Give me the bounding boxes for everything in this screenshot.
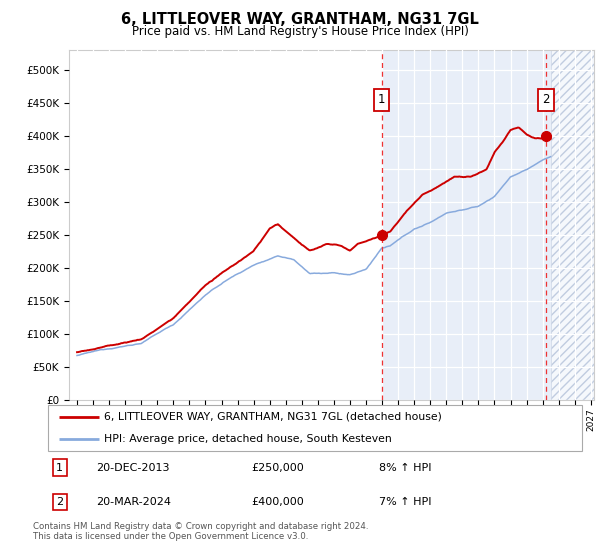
Text: 8% ↑ HPI: 8% ↑ HPI [379,463,431,473]
Text: 6, LITTLEOVER WAY, GRANTHAM, NG31 7GL: 6, LITTLEOVER WAY, GRANTHAM, NG31 7GL [121,12,479,27]
Text: 6, LITTLEOVER WAY, GRANTHAM, NG31 7GL (detached house): 6, LITTLEOVER WAY, GRANTHAM, NG31 7GL (d… [104,412,442,422]
Text: Contains HM Land Registry data © Crown copyright and database right 2024.
This d: Contains HM Land Registry data © Crown c… [33,522,368,542]
Bar [551,50,594,400]
Text: 2: 2 [542,94,550,106]
Text: £250,000: £250,000 [251,463,304,473]
Text: HPI: Average price, detached house, South Kesteven: HPI: Average price, detached house, Sout… [104,434,392,444]
Text: 2: 2 [56,497,64,507]
Text: 20-DEC-2013: 20-DEC-2013 [96,463,170,473]
Text: 7% ↑ HPI: 7% ↑ HPI [379,497,431,507]
Text: Price paid vs. HM Land Registry's House Price Index (HPI): Price paid vs. HM Land Registry's House … [131,25,469,38]
Text: 20-MAR-2024: 20-MAR-2024 [96,497,171,507]
Text: £400,000: £400,000 [251,497,304,507]
Text: 1: 1 [378,94,385,106]
Bar [551,50,594,400]
Text: 1: 1 [56,463,63,473]
FancyBboxPatch shape [48,405,582,451]
Bar [382,50,594,400]
